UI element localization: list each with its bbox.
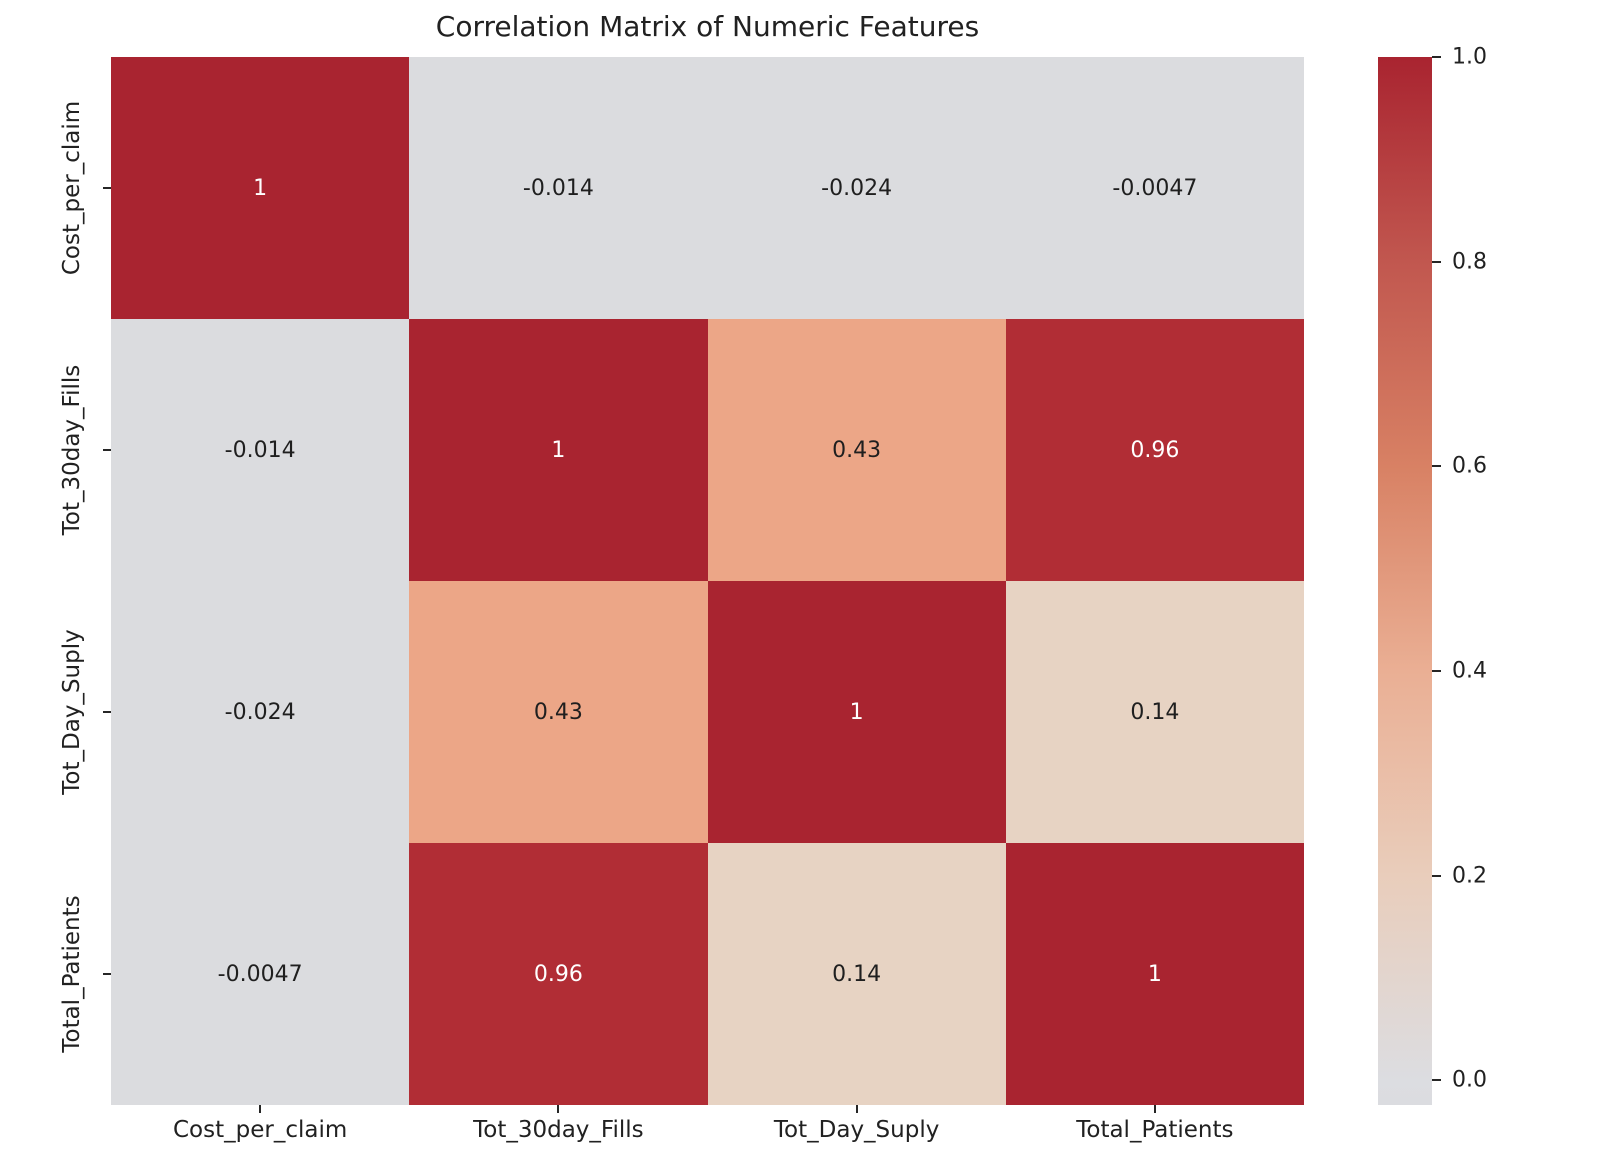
heatmap-cell-Total_Patients-Tot_Day_Suply: 0.14	[707, 843, 1006, 1105]
colorbar-tick-0.8	[1432, 260, 1441, 263]
y-axis-label-Cost_per_claim: Cost_per_claim	[59, 100, 85, 276]
heatmap-cell-Total_Patients-Cost_per_claim: -0.0047	[111, 843, 410, 1105]
heatmap-cell-Total_Patients-Tot_30day_Fills: 0.96	[409, 843, 708, 1105]
x-axis-label-Cost_per_claim: Cost_per_claim	[172, 1117, 348, 1143]
heatmap-cell-Tot_30day_Fills-Tot_Day_Suply: 0.43	[707, 319, 1006, 581]
x-axis-label-Tot_Day_Suply: Tot_Day_Suply	[773, 1117, 940, 1143]
colorbar-tick-label-0.4: 0.4	[1452, 658, 1487, 684]
heatmap-cell-Tot_30day_Fills-Tot_30day_Fills: 1	[409, 319, 708, 581]
colorbar-tick-label-0.6: 0.6	[1452, 453, 1487, 479]
colorbar-tick-0.2	[1432, 874, 1441, 877]
y-tick-Tot_30day_Fills	[103, 449, 111, 451]
heatmap-cell-Cost_per_claim-Tot_Day_Suply: -0.024	[707, 57, 1006, 319]
y-tick-Cost_per_claim	[103, 187, 111, 189]
heatmap-cell-Total_Patients-Total_Patients: 1	[1005, 843, 1304, 1105]
x-axis-label-Total_Patients: Total_Patients	[1076, 1117, 1234, 1143]
x-tick-Cost_per_claim	[259, 1105, 262, 1113]
heatmap-cell-Tot_Day_Suply-Tot_30day_Fills: 0.43	[409, 581, 708, 843]
y-axis-label-Tot_30day_Fills: Tot_30day_Fills	[59, 364, 85, 536]
colorbar-tick-label-0.2: 0.2	[1452, 863, 1487, 889]
y-tick-Total_Patients	[103, 973, 111, 975]
colorbar-tick-1.0	[1432, 56, 1441, 58]
heatmap-cell-Tot_30day_Fills-Cost_per_claim: -0.014	[111, 319, 410, 581]
heatmap-cell-Tot_Day_Suply-Tot_Day_Suply: 1	[707, 581, 1006, 843]
heatmap-cell-Cost_per_claim-Tot_30day_Fills: -0.014	[409, 57, 708, 319]
x-tick-Total_Patients	[1153, 1105, 1156, 1113]
colorbar-tick-0.6	[1432, 465, 1441, 468]
colorbar-tick-0.0	[1432, 1079, 1441, 1082]
heatmap-grid: 1 -0.014 -0.024 -0.0047 -0.014 1 0.43 0.96 -0.02…	[111, 57, 1304, 1105]
heatmap-cell-Tot_Day_Suply-Total_Patients: 0.14	[1005, 581, 1304, 843]
colorbar	[1378, 57, 1432, 1105]
colorbar-tick-label-0.8: 0.8	[1452, 249, 1487, 275]
heatmap-cell-Cost_per_claim-Total_Patients: -0.0047	[1005, 57, 1304, 319]
colorbar-tick-0.4	[1432, 670, 1441, 673]
heatmap-cell-Tot_Day_Suply-Cost_per_claim: -0.024	[111, 581, 410, 843]
x-tick-Tot_30day_Fills	[557, 1105, 560, 1113]
heatmap-cell-Cost_per_claim-Cost_per_claim: 1	[111, 57, 410, 319]
colorbar-tick-label-1.0: 1.0	[1452, 44, 1487, 70]
colorbar-tick-label-0.0: 0.0	[1452, 1067, 1487, 1093]
y-tick-Tot_Day_Suply	[103, 711, 111, 713]
x-axis-label-Tot_30day_Fills: Tot_30day_Fills	[473, 1117, 644, 1143]
heatmap-cell-Tot_30day_Fills-Total_Patients: 0.96	[1005, 319, 1304, 581]
chart-title: Correlation Matrix of Numeric Features	[435, 10, 980, 43]
y-axis-label-Total_Patients: Total_Patients	[59, 895, 85, 1053]
y-axis-label-Tot_Day_Suply: Tot_Day_Suply	[59, 629, 85, 795]
x-tick-Tot_Day_Suply	[855, 1105, 858, 1113]
